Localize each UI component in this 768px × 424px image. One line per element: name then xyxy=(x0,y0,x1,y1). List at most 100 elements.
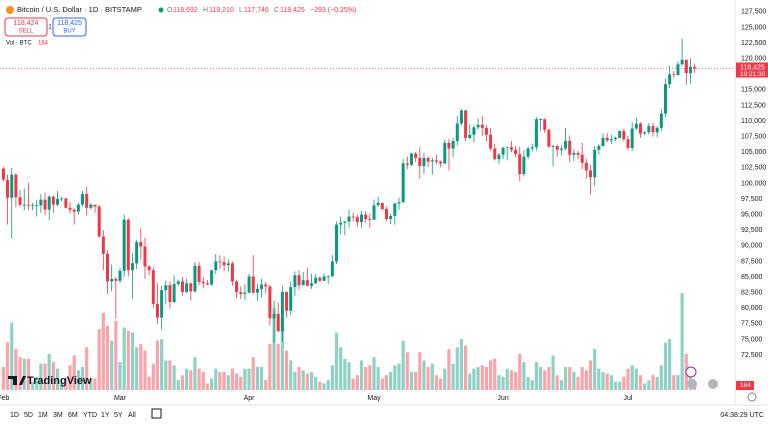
candle-body xyxy=(155,303,159,318)
candle-body xyxy=(222,262,226,266)
range-button[interactable]: 5D xyxy=(24,412,33,419)
candle-body xyxy=(64,198,68,208)
candle-body xyxy=(143,246,147,267)
volume-bar xyxy=(455,347,459,390)
date-range-icon[interactable] xyxy=(151,408,162,419)
volume-bar xyxy=(1,366,5,390)
candle-body xyxy=(543,119,547,130)
range-button[interactable]: YTD xyxy=(83,412,97,419)
range-button[interactable]: 1D xyxy=(10,412,19,419)
candle-body xyxy=(514,149,518,155)
volume-bar xyxy=(268,343,272,390)
candle-body xyxy=(364,214,368,220)
candle-body xyxy=(659,113,663,128)
candle-body xyxy=(285,292,289,311)
event-icon[interactable] xyxy=(708,379,718,389)
volume-bar xyxy=(239,376,243,390)
candle-body xyxy=(335,224,339,262)
candle-body xyxy=(672,74,676,76)
volume-bar xyxy=(247,368,251,390)
candle-body xyxy=(260,284,264,289)
volume-bar xyxy=(251,357,255,390)
y-tick-label: 115,000 xyxy=(741,87,766,94)
volume-bar xyxy=(243,368,247,390)
volume-bar xyxy=(205,383,210,390)
range-button[interactable]: 3M xyxy=(53,412,63,419)
candle-body xyxy=(589,170,593,178)
candle-body xyxy=(568,141,572,155)
candle-body xyxy=(264,284,268,287)
candle-body xyxy=(459,110,463,124)
volume-bar xyxy=(122,327,126,390)
volume-bar xyxy=(418,352,422,390)
candle-body xyxy=(289,287,293,311)
candle-body xyxy=(305,280,309,286)
settings-icon[interactable] xyxy=(747,392,757,402)
candle-body xyxy=(314,277,318,284)
candle-body xyxy=(56,199,60,205)
ohlc-key: H xyxy=(203,7,208,14)
volume-bar xyxy=(626,368,630,390)
event-icon[interactable] xyxy=(687,379,697,389)
x-tick-label: May xyxy=(367,395,381,402)
plot-area xyxy=(0,38,735,390)
buy-button[interactable] xyxy=(52,17,87,37)
candle-body xyxy=(355,217,359,223)
volume-bar xyxy=(234,373,239,390)
sell-button[interactable] xyxy=(4,17,48,37)
candle-body xyxy=(122,219,126,271)
volume-bar xyxy=(359,360,364,390)
volume-bar xyxy=(284,350,289,390)
volume-bar xyxy=(551,355,555,390)
y-tick-label: 105,000 xyxy=(741,149,766,156)
candle-body xyxy=(310,283,314,286)
price-label: 118,425 xyxy=(740,64,765,71)
candle-body xyxy=(235,281,239,293)
volume-bar xyxy=(10,322,14,390)
spread: 1 xyxy=(48,25,52,31)
x-tick-label: Jul xyxy=(624,395,633,402)
candle-body xyxy=(118,270,122,281)
volume-bar xyxy=(647,380,651,390)
candle-body xyxy=(322,276,326,281)
candle-body xyxy=(472,127,476,135)
candle-body xyxy=(376,202,380,206)
volume-bar xyxy=(168,360,172,390)
volume-bar xyxy=(139,343,143,390)
candle-body xyxy=(455,123,459,142)
event-icon[interactable] xyxy=(685,366,697,378)
volume-bar xyxy=(655,376,659,390)
volume-bar xyxy=(355,375,359,390)
volume-bar xyxy=(480,365,484,390)
candle-body xyxy=(534,119,538,148)
candle-body xyxy=(430,160,434,162)
volume-bar xyxy=(47,353,51,390)
volume-bar xyxy=(293,371,297,390)
volume-bar xyxy=(160,339,164,390)
volume-bar xyxy=(201,371,205,390)
candle-body xyxy=(189,283,193,292)
range-button[interactable]: 1M xyxy=(38,412,48,419)
volume-bar xyxy=(93,378,97,390)
candle-body xyxy=(168,285,172,303)
candle-body xyxy=(255,288,259,293)
range-button[interactable]: All xyxy=(128,412,136,419)
candle-body xyxy=(51,196,55,205)
volume-bar xyxy=(605,373,609,390)
candle-body xyxy=(551,146,555,147)
candle-body xyxy=(360,214,364,223)
candle-body xyxy=(205,283,209,285)
volume-bar xyxy=(60,383,64,390)
y-tick-label: 95,000 xyxy=(741,212,763,219)
volume-bar xyxy=(380,378,384,390)
range-button[interactable]: 6M xyxy=(68,412,78,419)
volume-bar xyxy=(193,357,197,390)
range-button[interactable]: 1Y xyxy=(101,412,110,419)
candle-body xyxy=(668,74,672,85)
candle-body xyxy=(484,127,488,135)
candle-body xyxy=(609,139,613,141)
volume-bar xyxy=(76,370,80,390)
volume-bar xyxy=(368,365,372,390)
volume-bar xyxy=(5,342,10,390)
range-button[interactable]: 5Y xyxy=(114,412,123,419)
